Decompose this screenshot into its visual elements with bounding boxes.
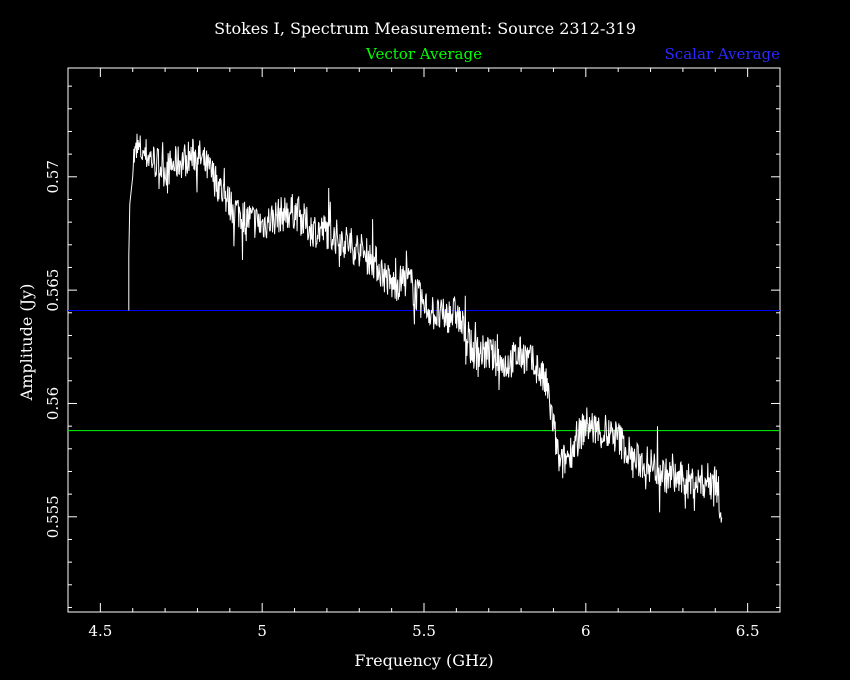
x-tick-label: 6 — [581, 622, 591, 640]
legend-scalar-average: Scalar Average — [665, 45, 781, 63]
legend-vector-average: Vector Average — [365, 45, 482, 63]
y-tick-label: 0.57 — [44, 160, 62, 193]
chart-title: Stokes I, Spectrum Measurement: Source 2… — [214, 19, 636, 38]
x-tick-label: 5.5 — [412, 622, 436, 640]
spectrum-trace — [128, 133, 723, 523]
y-tick-label: 0.565 — [44, 269, 62, 312]
x-tick-label: 5 — [257, 622, 267, 640]
y-axis-label: Amplitude (Jy) — [17, 284, 36, 402]
data-series — [128, 133, 723, 523]
y-tick-label: 0.555 — [44, 495, 62, 538]
x-tick-label: 4.5 — [88, 622, 112, 640]
x-tick-label: 6.5 — [736, 622, 760, 640]
axis-ticks: 4.5 5 5.5 6 6.5 0.555 0.56 0.565 0.57 — [44, 68, 781, 640]
y-tick-label: 0.56 — [44, 387, 62, 420]
x-axis-label: Frequency (GHz) — [354, 651, 493, 670]
